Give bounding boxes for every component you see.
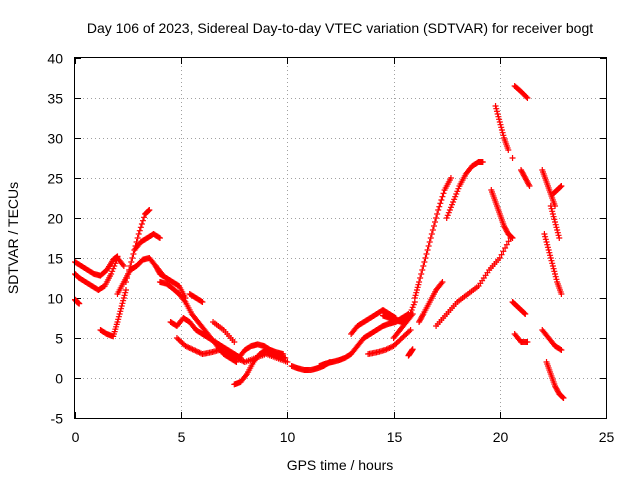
y-tick-label: 15	[47, 251, 63, 267]
y-tick-label: 40	[47, 51, 63, 67]
chart-container: Day 106 of 2023, Sidereal Day-to-day VTE…	[0, 0, 640, 480]
x-tick-label: 5	[178, 429, 186, 445]
chart-title: Day 106 of 2023, Sidereal Day-to-day VTE…	[87, 20, 593, 36]
y-tick-label: 10	[47, 291, 63, 307]
y-tick-label: -5	[51, 411, 64, 427]
x-tick-label: 25	[599, 429, 615, 445]
y-tick-label: 0	[55, 371, 63, 387]
y-tick-label: 25	[47, 171, 63, 187]
y-tick-label: 35	[47, 91, 63, 107]
y-tick-label: 30	[47, 131, 63, 147]
x-tick-label: 15	[387, 429, 403, 445]
y-tick-label: 20	[47, 211, 63, 227]
x-tick-label: 20	[493, 429, 509, 445]
x-axis-label: GPS time / hours	[287, 457, 394, 473]
x-tick-label: 0	[72, 429, 80, 445]
chart-background	[0, 0, 640, 480]
y-tick-label: 5	[55, 331, 63, 347]
x-tick-label: 10	[280, 429, 296, 445]
scatter-chart: Day 106 of 2023, Sidereal Day-to-day VTE…	[0, 0, 640, 480]
y-axis-label: SDTVAR / TECUs	[5, 182, 21, 294]
